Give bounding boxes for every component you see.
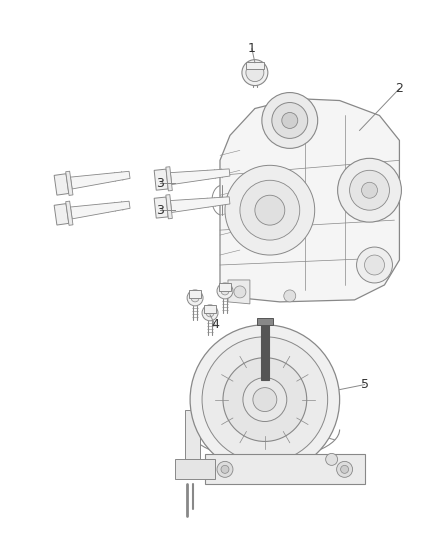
Circle shape xyxy=(341,465,349,473)
Polygon shape xyxy=(204,305,216,313)
Circle shape xyxy=(337,462,353,478)
Circle shape xyxy=(206,309,214,317)
Circle shape xyxy=(191,294,199,302)
Circle shape xyxy=(272,102,308,139)
Polygon shape xyxy=(219,283,231,291)
Circle shape xyxy=(262,93,318,148)
Polygon shape xyxy=(71,201,130,219)
Polygon shape xyxy=(54,204,69,225)
Text: 4: 4 xyxy=(211,318,219,332)
Circle shape xyxy=(361,182,378,198)
Circle shape xyxy=(190,325,339,474)
Polygon shape xyxy=(246,62,264,69)
Polygon shape xyxy=(257,318,273,325)
Polygon shape xyxy=(154,169,168,190)
Circle shape xyxy=(202,305,218,321)
Text: 2: 2 xyxy=(396,82,403,95)
Polygon shape xyxy=(261,325,269,379)
Polygon shape xyxy=(228,280,250,304)
Circle shape xyxy=(255,195,285,225)
Text: 1: 1 xyxy=(248,42,256,55)
Circle shape xyxy=(357,247,392,283)
Circle shape xyxy=(326,454,338,465)
Text: 5: 5 xyxy=(360,378,368,391)
Polygon shape xyxy=(220,99,399,302)
Polygon shape xyxy=(175,459,215,479)
Circle shape xyxy=(338,158,401,222)
Circle shape xyxy=(243,378,287,422)
Circle shape xyxy=(187,290,203,306)
Text: 3: 3 xyxy=(156,204,164,217)
Circle shape xyxy=(221,287,229,295)
Polygon shape xyxy=(189,290,201,298)
Circle shape xyxy=(234,286,246,298)
Polygon shape xyxy=(71,171,130,189)
Polygon shape xyxy=(170,169,230,184)
Polygon shape xyxy=(154,197,168,218)
Circle shape xyxy=(246,63,264,82)
Circle shape xyxy=(223,358,307,441)
Circle shape xyxy=(217,462,233,478)
Circle shape xyxy=(350,171,389,210)
Circle shape xyxy=(284,290,296,302)
Circle shape xyxy=(217,283,233,299)
Circle shape xyxy=(240,180,300,240)
Polygon shape xyxy=(205,455,364,484)
Polygon shape xyxy=(66,171,73,196)
Polygon shape xyxy=(166,195,172,219)
Polygon shape xyxy=(170,197,230,213)
Circle shape xyxy=(364,255,385,275)
Circle shape xyxy=(221,465,229,473)
Text: 3: 3 xyxy=(156,177,164,190)
Polygon shape xyxy=(185,409,200,459)
Polygon shape xyxy=(66,201,73,225)
Polygon shape xyxy=(166,167,172,191)
Circle shape xyxy=(225,165,314,255)
Circle shape xyxy=(282,112,298,128)
Polygon shape xyxy=(54,174,69,195)
Circle shape xyxy=(242,60,268,86)
Circle shape xyxy=(202,337,328,462)
Circle shape xyxy=(253,387,277,411)
